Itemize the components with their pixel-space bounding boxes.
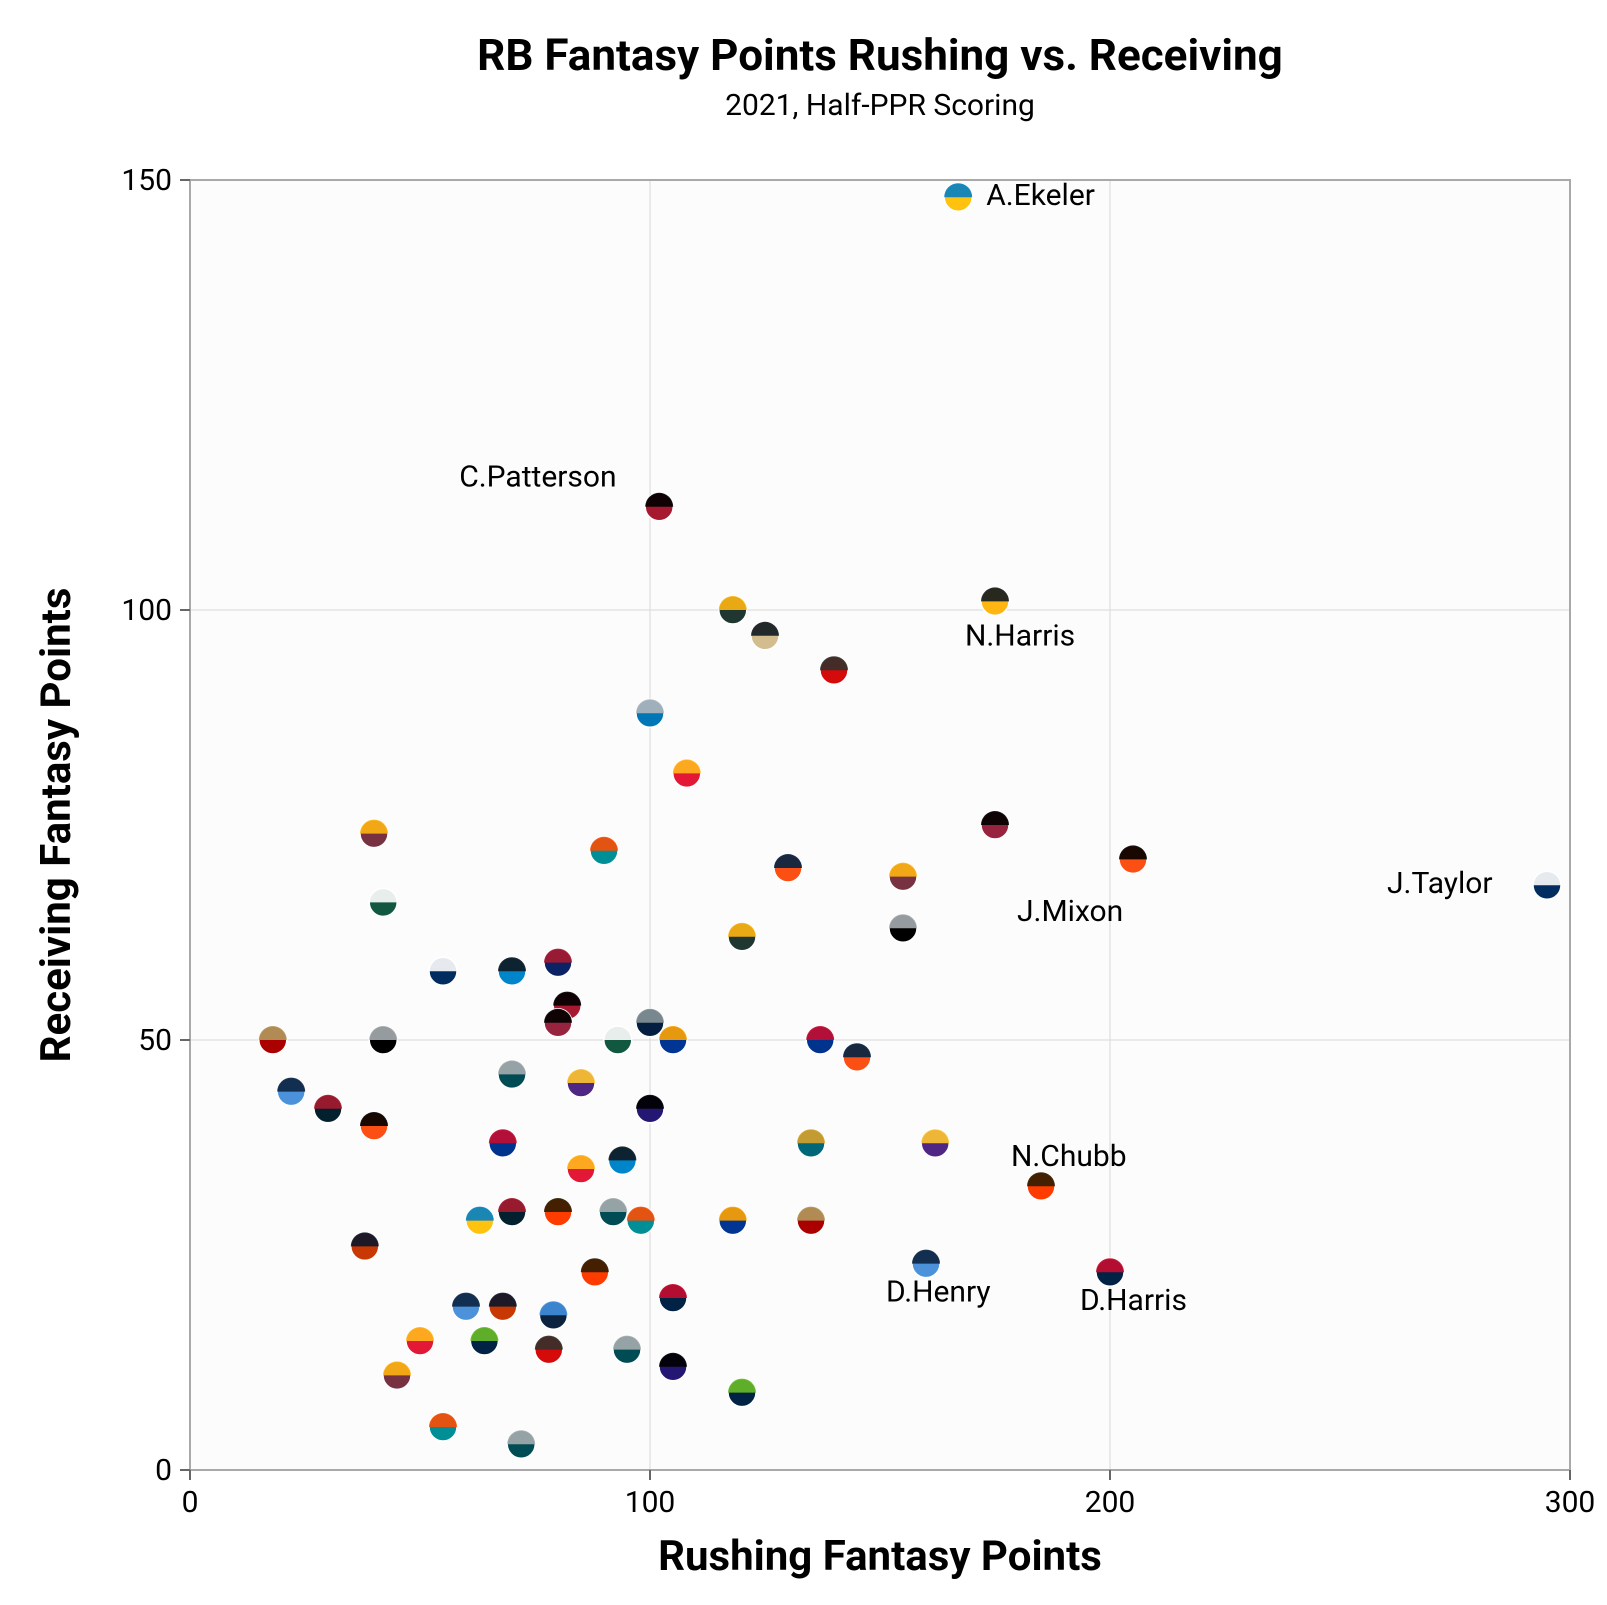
team-logo-icon [944,183,972,211]
x-axis-label: Rushing Fantasy Points [658,1532,1102,1581]
team-logo-icon [590,837,618,865]
ytick-label: 100 [121,593,172,628]
team-logo-icon [429,957,457,985]
team-logo-icon [981,811,1009,839]
team-logo-icon [277,1078,305,1106]
team-logo-icon [981,587,1009,615]
point-label: D.Harris [1080,1283,1187,1318]
team-logo-icon [1027,1172,1055,1200]
team-logo-icon [314,1095,342,1123]
team-logo-icon [774,854,802,882]
team-logo-icon [360,1112,388,1140]
point-label: N.Chubb [1011,1139,1127,1174]
point-label: N.Harris [965,618,1075,653]
team-logo-icon [567,1069,595,1097]
team-logo-icon [369,1026,397,1054]
team-logo-icon [921,1129,949,1157]
team-logo-icon [544,1009,572,1037]
team-logo-icon [544,1198,572,1226]
team-logo-icon [259,1026,287,1054]
team-logo-icon [498,1198,526,1226]
team-logo-icon [360,820,388,848]
point-label: J.Mixon [1017,894,1123,929]
team-logo-icon [806,1026,834,1054]
team-logo-icon [659,1353,687,1381]
chart-title: RB Fantasy Points Rushing vs. Receiving [477,29,1283,81]
team-logo-icon [627,1207,655,1235]
team-logo-icon [507,1430,535,1458]
team-logo-icon [489,1129,517,1157]
team-logo-icon [659,1026,687,1054]
team-logo-icon [452,1293,480,1321]
point-label: C.Patterson [459,460,616,495]
team-logo-icon [728,923,756,951]
point-label: J.Taylor [1387,866,1493,901]
point-label: A.Ekeler [986,178,1095,213]
scatter-chart: 0 100 200 300 0 50 100 150 RB Fantasy Points Rus… [0,0,1607,1605]
team-logo-icon [466,1207,494,1235]
team-logo-icon [535,1336,563,1364]
team-logo-icon [797,1207,825,1235]
team-logo-icon [539,1301,567,1329]
y-axis-label: Receiving Fantasy Points [32,588,81,1063]
team-logo-icon [613,1336,641,1364]
team-logo-icon [645,493,673,521]
team-logo-icon [429,1413,457,1441]
team-logo-icon [604,1026,632,1054]
team-logo-icon [636,699,664,727]
team-logo-icon [1119,845,1147,873]
point-label: D.Henry [886,1275,991,1310]
team-logo-icon [489,1293,517,1321]
team-logo-icon [673,759,701,787]
xtick-label: 200 [1085,1485,1136,1520]
team-logo-icon [498,1060,526,1088]
xtick-label: 0 [182,1485,199,1520]
team-logo-icon [369,888,397,916]
team-logo-icon [544,949,572,977]
team-logo-icon [659,1284,687,1312]
team-logo-icon [636,1009,664,1037]
team-logo-icon [351,1232,379,1260]
team-logo-icon [797,1129,825,1157]
team-logo-icon [636,1095,664,1123]
team-logo-icon [751,622,779,650]
team-logo-icon [843,1043,871,1071]
team-logo-icon [1533,871,1561,899]
xtick-label: 300 [1545,1485,1596,1520]
ytick-label: 150 [121,163,172,198]
team-logo-icon [567,1155,595,1183]
team-logo-icon [383,1361,411,1389]
team-logo-icon [889,914,917,942]
chart-svg: 0 100 200 300 0 50 100 150 RB Fantasy Points Rus… [0,0,1607,1605]
xtick-label: 100 [625,1485,676,1520]
chart-subtitle: 2021, Half-PPR Scoring [725,88,1035,123]
ytick-label: 0 [155,1453,172,1488]
team-logo-icon [581,1258,609,1286]
team-logo-icon [728,1379,756,1407]
team-logo-icon [608,1146,636,1174]
ytick-label: 50 [138,1023,172,1058]
team-logo-icon [889,863,917,891]
team-logo-icon [599,1198,627,1226]
team-logo-icon [406,1327,434,1355]
team-logo-icon [719,596,747,624]
team-logo-icon [719,1207,747,1235]
team-logo-icon [912,1250,940,1278]
team-logo-icon [820,656,848,684]
team-logo-icon [1096,1258,1124,1286]
team-logo-icon [470,1327,498,1355]
team-logo-icon [498,957,526,985]
